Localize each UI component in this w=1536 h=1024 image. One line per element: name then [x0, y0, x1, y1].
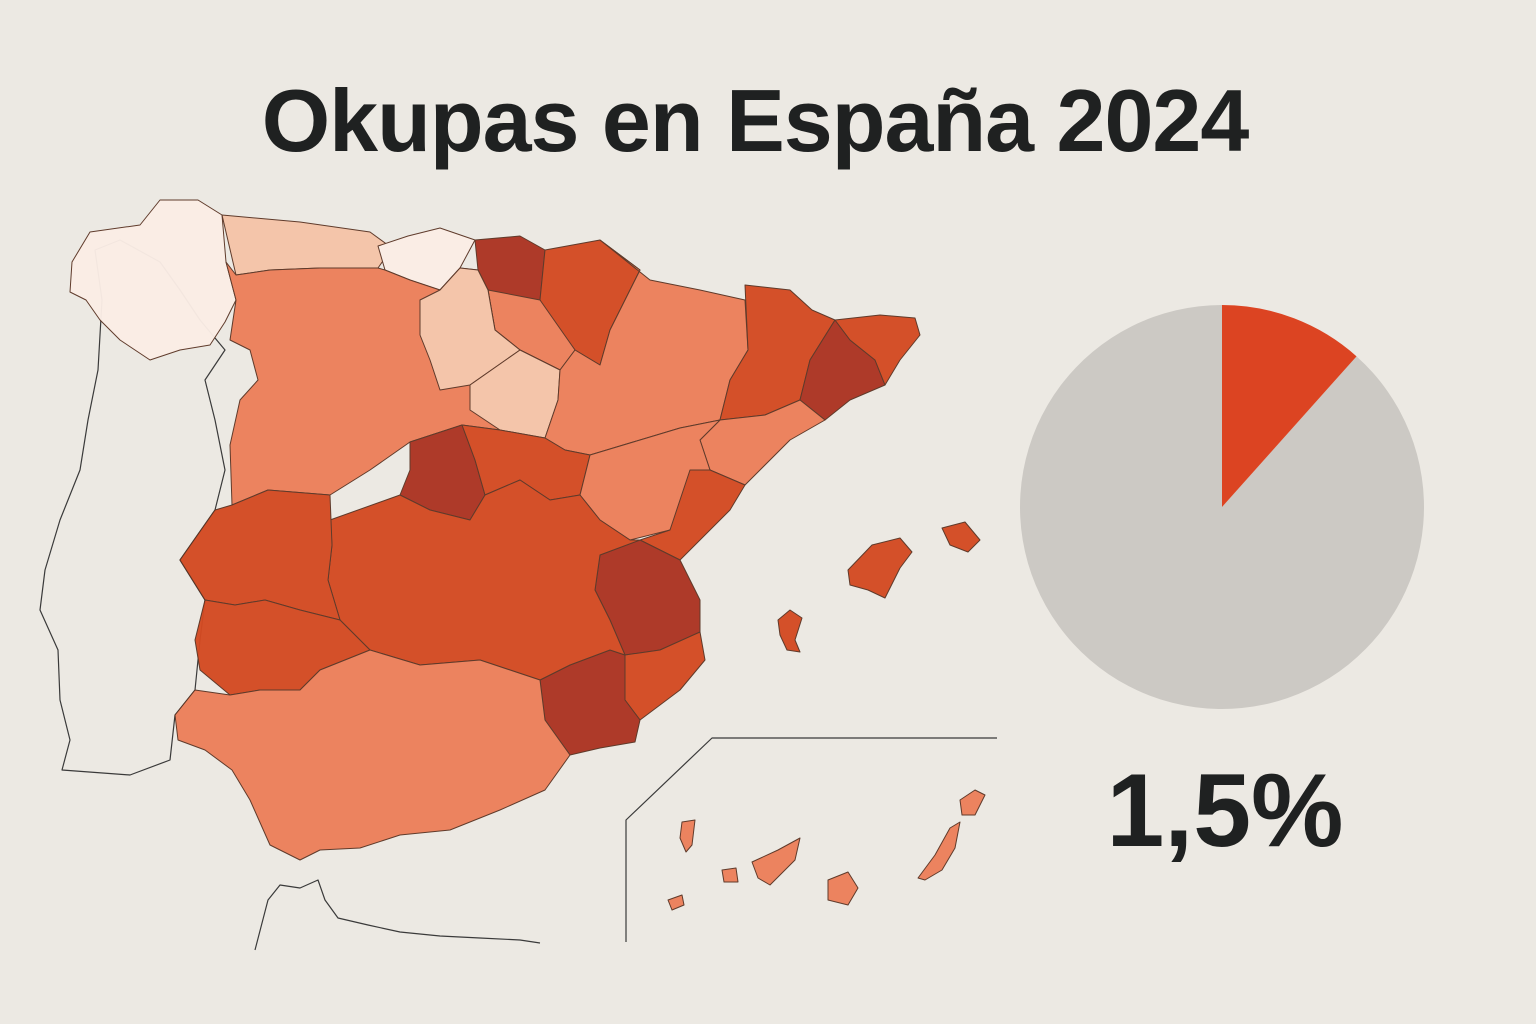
island-ibiza — [777, 609, 803, 653]
map-title: Okupas en España 2024 — [261, 71, 1250, 170]
island-la-palma — [679, 819, 696, 853]
spain-choropleth-map — [39, 199, 997, 951]
region-galicia — [69, 199, 237, 361]
pie-chart — [1020, 305, 1424, 709]
region-valencia-north — [639, 469, 746, 561]
region-asturias — [221, 214, 393, 276]
island-el-hierro — [667, 894, 685, 911]
region-catalunya-east — [834, 314, 921, 386]
percentage-stat: 1,5% — [1106, 753, 1344, 869]
island-mallorca — [847, 537, 913, 599]
morocco-coast-outline — [254, 879, 541, 951]
island-fuerteventura — [917, 821, 961, 881]
pie-slice-highlight — [1222, 305, 1357, 507]
island-gran-canaria — [827, 871, 859, 906]
island-la-gomera — [721, 867, 739, 883]
canary-inset-frame — [625, 737, 997, 942]
island-menorca — [941, 521, 981, 553]
region-andalucia — [174, 649, 571, 861]
region-burgos — [419, 267, 521, 391]
island-lanzarote — [959, 789, 986, 816]
island-tenerife — [751, 837, 801, 886]
